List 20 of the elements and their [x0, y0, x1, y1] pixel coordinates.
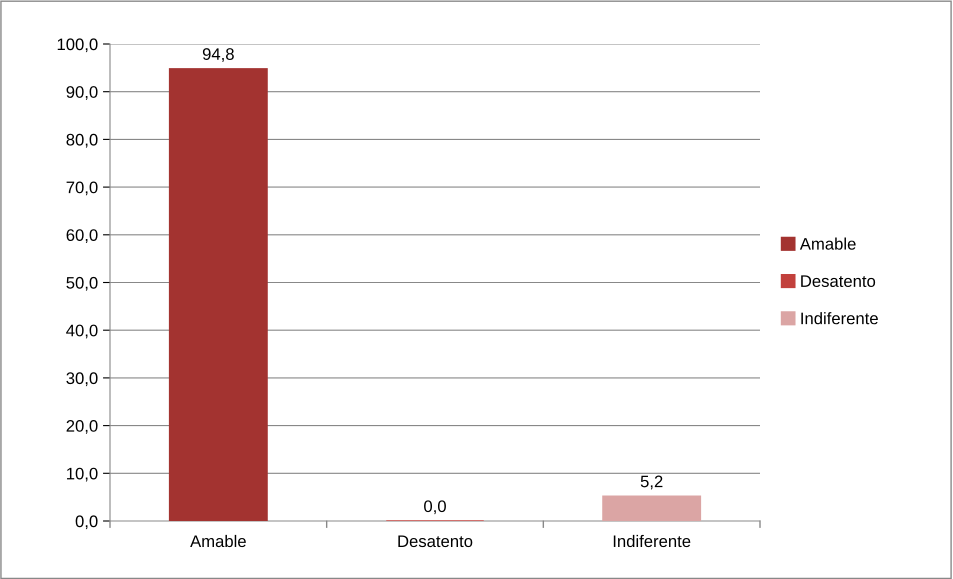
y-tick-label: 0,0 — [76, 515, 98, 530]
y-tick-label: 60,0 — [66, 229, 98, 243]
y-tick-label: 50,0 — [66, 276, 98, 291]
data-label: 5,2 — [640, 476, 662, 490]
data-label: 94,8 — [202, 48, 234, 62]
legend-label: Amable — [800, 237, 856, 250]
y-tick-label: 70,0 — [66, 182, 98, 196]
y-tick-label: 10,0 — [67, 468, 98, 482]
x-tick-label: Amable — [190, 534, 246, 548]
y-tick-label: 80,0 — [66, 134, 98, 148]
y-tick-label: 90,0 — [66, 86, 98, 100]
x-tick-label: Indiferente — [614, 534, 690, 548]
y-tick-label: 20,0 — [66, 420, 98, 434]
y-tick-label: 100,0 — [58, 38, 98, 52]
y-tick-label: 40,0 — [66, 324, 98, 338]
legend-label: Indiferente — [801, 312, 878, 324]
data-label: 0,0 — [424, 500, 446, 514]
legend-label: Desatento — [801, 275, 876, 288]
x-tick-label: Desatento — [398, 536, 472, 548]
y-tick-label: 30,0 — [66, 372, 98, 386]
